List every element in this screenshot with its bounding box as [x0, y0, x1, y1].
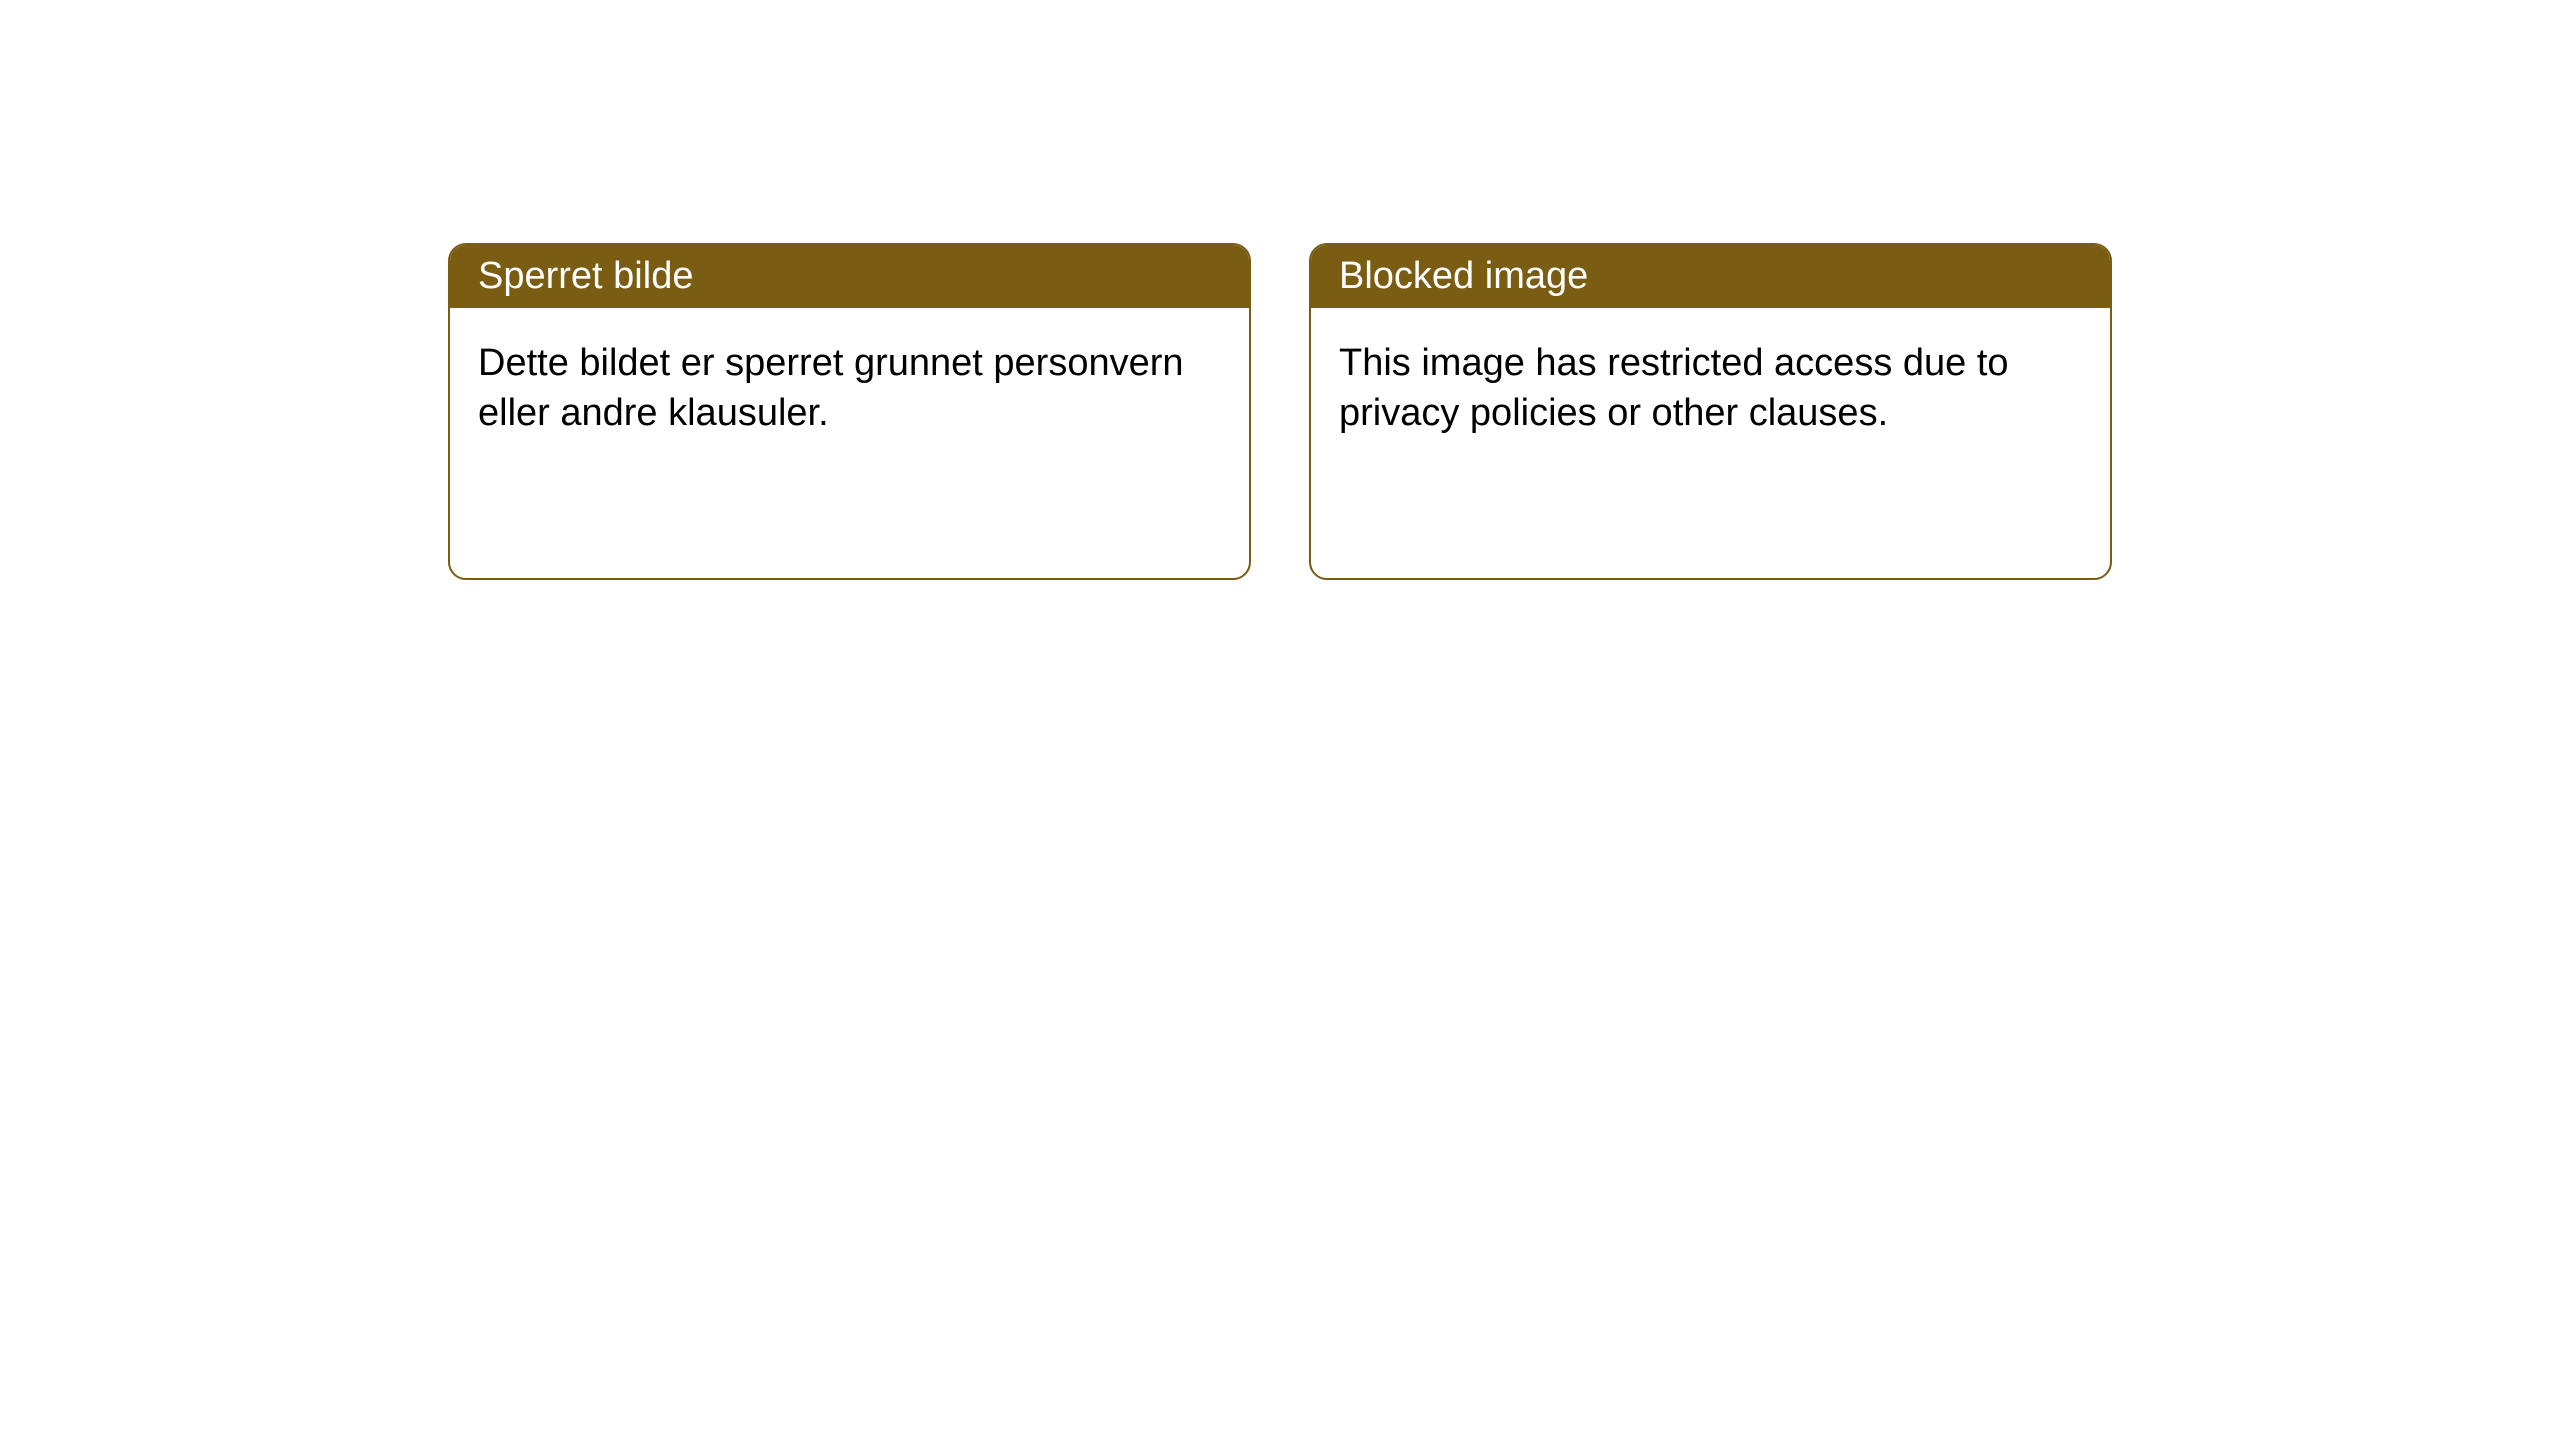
notice-cards-container: Sperret bilde Dette bildet er sperret gr…: [448, 243, 2112, 580]
card-title: Sperret bilde: [478, 255, 693, 297]
card-body-text: This image has restricted access due to …: [1339, 342, 2009, 434]
card-body-text: Dette bildet er sperret grunnet personve…: [478, 342, 1184, 434]
notice-card-norwegian: Sperret bilde Dette bildet er sperret gr…: [448, 243, 1251, 580]
card-body: Dette bildet er sperret grunnet personve…: [450, 308, 1249, 468]
notice-card-english: Blocked image This image has restricted …: [1309, 243, 2112, 580]
card-header: Sperret bilde: [450, 245, 1249, 308]
card-title: Blocked image: [1339, 255, 1588, 297]
card-body: This image has restricted access due to …: [1311, 308, 2110, 468]
card-header: Blocked image: [1311, 245, 2110, 308]
